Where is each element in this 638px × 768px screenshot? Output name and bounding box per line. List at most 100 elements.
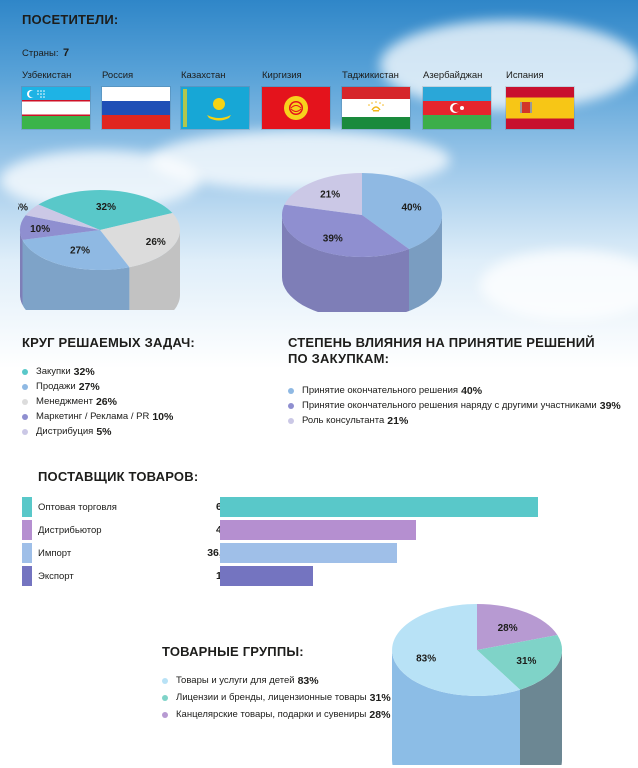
countries-label: Страны: — [22, 48, 59, 59]
russia-flag-icon — [102, 87, 170, 129]
influence-pie-chart: 40% 39% 21% — [282, 173, 443, 312]
groups-title: ТОВАРНЫЕ ГРУППЫ: — [162, 644, 304, 659]
influence-title: СТЕПЕНЬ ВЛИЯНИЯ НА ПРИНЯТИЕ РЕШЕНИЙ ПО З… — [288, 335, 595, 367]
country-name: Казахстан — [181, 70, 226, 81]
pie-slice-side — [520, 650, 562, 765]
legend-dot-icon — [288, 402, 294, 409]
influence-title-line1: СТЕПЕНЬ ВЛИЯНИЯ НА ПРИНЯТИЕ РЕШЕНИЙ — [288, 335, 595, 350]
legend-value: 26% — [95, 395, 117, 408]
legend-dot-icon — [288, 417, 294, 424]
pie-slice — [362, 173, 443, 249]
bar-row: Импорт36,2% — [22, 543, 622, 563]
legend-label: Маркетинг / Реклама / PR — [36, 411, 150, 422]
legend-dot-icon — [162, 711, 168, 718]
countries-value: 7 — [62, 47, 70, 59]
bar — [220, 497, 538, 517]
bar-label: Экспорт — [38, 571, 74, 582]
bar-row: Экспорт19% — [22, 566, 622, 586]
pie-slice — [38, 190, 173, 230]
legend-dot-icon — [22, 398, 28, 405]
legend-value: 5% — [96, 425, 112, 438]
pie-label: 28% — [498, 623, 518, 634]
legend-item: Маркетинг / Реклама / PR 10% — [22, 409, 173, 424]
groups-legend: Товары и услуги для детей 83% Лицензии и б… — [162, 672, 391, 723]
legend-label: Дистрибуция — [36, 426, 94, 437]
legend-dot-icon — [162, 677, 168, 684]
influence-title-line2: ПО ЗАКУПКАМ: — [288, 351, 390, 366]
legend-item: Канцелярские товары, подарки и сувениры 2… — [162, 706, 391, 723]
pie-slice-side — [409, 215, 442, 311]
country-name: Таджикистан — [342, 70, 399, 81]
legend-value: 27% — [78, 380, 100, 393]
countries-count: Страны: 7 — [22, 43, 69, 61]
pie-label: 39% — [323, 234, 343, 245]
pie-slice — [477, 635, 563, 690]
legend-label: Лицензии и бренды, лицензионные товары — [176, 692, 367, 703]
groups-pie-chart: 28% 31% 83% — [392, 604, 563, 765]
legend-dot-icon — [22, 368, 28, 375]
bar — [220, 566, 313, 586]
cloud-decoration — [480, 250, 638, 320]
legend-item: Принятие окончательного решения наряду с… — [288, 398, 621, 413]
pie-slice-side — [392, 650, 520, 765]
bar-swatch — [22, 520, 32, 540]
pie-slice-side — [22, 239, 130, 310]
legend-value: 32% — [73, 365, 95, 378]
pie-label: 40% — [401, 203, 421, 214]
legend-value: 40% — [461, 384, 483, 397]
country-name: Испания — [506, 70, 544, 81]
spain-flag-icon — [506, 87, 574, 129]
legend-label: Принятие окончательного решения — [302, 385, 459, 396]
country-name: Узбекистан — [22, 70, 72, 81]
pie-slice — [284, 173, 362, 215]
legend-item: Принятие окончательного решения 40% — [288, 383, 621, 398]
bar-swatch — [22, 566, 32, 586]
pie-label: 10% — [30, 224, 50, 235]
legend-value: 31% — [369, 691, 391, 704]
legend-label: Товары и услуги для детей — [176, 675, 295, 686]
legend-label: Продажи — [36, 381, 76, 392]
pie-label: 32% — [96, 202, 116, 213]
legend-label: Роль консультанта — [302, 415, 385, 426]
pie-slice-side — [20, 230, 23, 305]
pie-slice-side — [129, 230, 180, 310]
legend-item: Продажи 27% — [22, 379, 173, 394]
azerbaijan-flag-icon — [423, 87, 491, 129]
legend-item: Лицензии и бренды, лицензионные товары 31… — [162, 689, 391, 706]
legend-item: Закупки 32% — [22, 364, 173, 379]
legend-label: Менеджмент — [36, 396, 93, 407]
bar-swatch — [22, 497, 32, 517]
legend-value: 21% — [387, 414, 409, 427]
legend-label: Закупки — [36, 366, 71, 377]
legend-value: 28% — [369, 708, 391, 721]
legend-dot-icon — [162, 694, 168, 701]
pie-slice — [282, 204, 409, 258]
legend-dot-icon — [22, 413, 28, 420]
legend-item: Роль консультанта 21% — [288, 413, 621, 428]
bar-row: Оптовая торговля65% — [22, 497, 622, 517]
pie-slice — [25, 204, 101, 230]
pie-slice — [392, 604, 520, 696]
bar-label: Дистрибьютор — [38, 525, 102, 536]
tasks-pie-chart: 32% 26% 27% 10%5% — [18, 190, 180, 310]
bar-row: Дистрибьютор40% — [22, 520, 622, 540]
legend-label: Канцелярские товары, подарки и сувениры — [176, 709, 367, 720]
pie-slice-side — [282, 215, 409, 312]
bar-label: Оптовая торговля — [38, 502, 117, 513]
legend-item: Товары и услуги для детей 83% — [162, 672, 391, 689]
pie-slice — [20, 215, 100, 240]
bar — [220, 543, 398, 563]
pie-slice — [22, 230, 130, 270]
bar-swatch — [22, 543, 32, 563]
country-name: Азербайджан — [423, 70, 483, 81]
pie-label: 31% — [516, 656, 536, 667]
legend-label: Принятие окончательного решения наряду с… — [302, 400, 597, 411]
pie-label: 27% — [70, 246, 90, 257]
legend-value: 10% — [152, 410, 174, 423]
legend-dot-icon — [22, 428, 28, 435]
tasks-legend: Закупки 32% Продажи 27% Менеджмент 26% Маркети… — [22, 364, 173, 439]
suppliers-title: ПОСТАВЩИК ТОВАРОВ: — [38, 469, 199, 484]
bar — [220, 520, 416, 540]
legend-value: 83% — [297, 674, 319, 687]
legend-value: 39% — [599, 399, 621, 412]
